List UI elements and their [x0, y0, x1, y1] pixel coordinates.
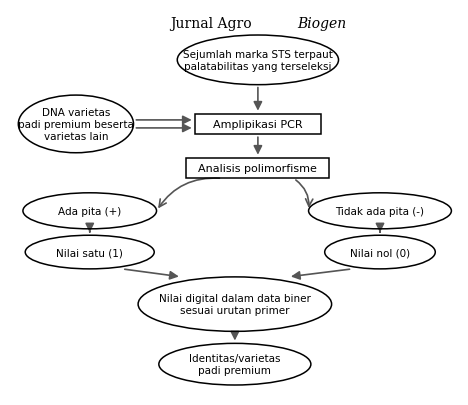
- Text: Biogen: Biogen: [297, 17, 346, 31]
- Text: Identitas/varietas
padi premium: Identitas/varietas padi premium: [189, 353, 281, 375]
- Text: Sejumlah marka STS terpaut
palatabilitas yang terseleksi: Sejumlah marka STS terpaut palatabilitas…: [183, 49, 333, 72]
- Text: Nilai satu (1): Nilai satu (1): [56, 247, 123, 258]
- Text: DNA varietas
padi premium beserta
varietas lain: DNA varietas padi premium beserta variet…: [18, 107, 134, 142]
- Text: Tidak ada pita (-): Tidak ada pita (-): [336, 206, 424, 216]
- Text: Jurnal Agro: Jurnal Agro: [170, 17, 252, 31]
- Text: Amplipikasi PCR: Amplipikasi PCR: [213, 119, 303, 130]
- Text: Nilai digital dalam data biner
sesuai urutan primer: Nilai digital dalam data biner sesuai ur…: [159, 293, 311, 315]
- Text: Ada pita (+): Ada pita (+): [58, 206, 121, 216]
- Text: Analisis polimorfisme: Analisis polimorfisme: [198, 164, 317, 173]
- Text: Nilai nol (0): Nilai nol (0): [350, 247, 410, 258]
